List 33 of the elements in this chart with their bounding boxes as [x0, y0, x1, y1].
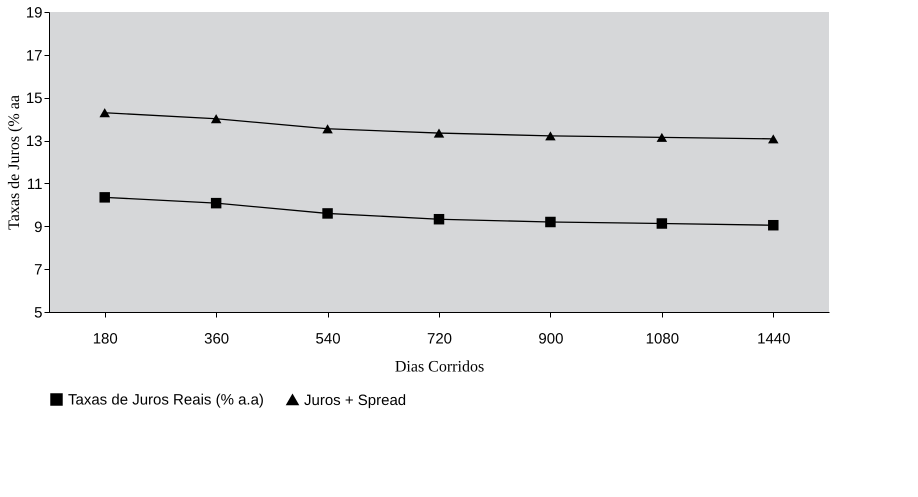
point — [656, 218, 668, 229]
y-tick-label: 7 — [34, 262, 42, 279]
x-tick-label: 180 — [92, 330, 118, 348]
point — [99, 192, 110, 203]
point — [768, 134, 779, 144]
y-axis-title: Taxas de Juros (% aa — [6, 95, 23, 230]
point — [545, 131, 556, 140]
point — [656, 132, 668, 142]
point — [322, 208, 333, 219]
point — [768, 220, 779, 230]
point — [434, 214, 444, 224]
point — [322, 124, 333, 134]
y-tick-label: 19 — [26, 4, 42, 22]
x-tick-label: 1440 — [757, 330, 790, 348]
point — [545, 216, 556, 228]
point — [99, 108, 110, 118]
x-axis-title: Dias Corridos — [394, 358, 484, 376]
y-tick-label: 5 — [34, 304, 42, 322]
y-tick-label: 13 — [26, 133, 42, 150]
x-tick-label: 540 — [316, 330, 341, 348]
y-tick-label: 15 — [26, 90, 42, 108]
x-tick-label: 1080 — [646, 330, 680, 348]
x-tick-label: 900 — [538, 330, 564, 348]
y-tick-label: 11 — [26, 176, 42, 193]
legend-label: Taxas de Juros Reais (% a.a) — [68, 392, 264, 409]
y-tick-label: 9 — [34, 218, 42, 236]
legend-label: Juros + Spread — [304, 392, 406, 409]
y-tick-label: 17 — [26, 47, 42, 64]
x-tick-label: 720 — [426, 330, 452, 348]
point — [434, 128, 444, 138]
x-tick-label: 360 — [204, 330, 230, 348]
point — [210, 198, 222, 208]
point — [210, 114, 222, 124]
